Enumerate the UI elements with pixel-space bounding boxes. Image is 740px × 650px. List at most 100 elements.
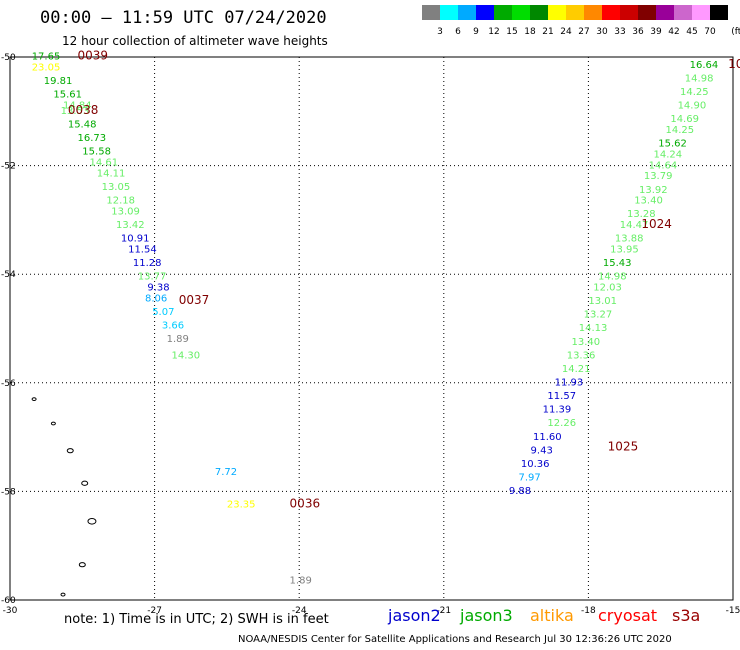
scale-label: 6 (455, 27, 461, 37)
lon-tick-label: -18 (581, 606, 596, 616)
scale-swatch (638, 5, 656, 20)
island-outline (50, 421, 56, 426)
legend-entry-s3a: s3a (672, 606, 701, 625)
scale-label: 27 (578, 27, 590, 37)
scale-label: 36 (632, 27, 644, 37)
wave-height-label: 7.72 (215, 467, 237, 478)
scale-swatch (440, 5, 458, 20)
wave-height-label: 13.42 (116, 220, 145, 231)
wave-height-label: 13.92 (639, 185, 668, 196)
wave-height-label: 17.65 (32, 52, 61, 63)
wave-height-label: 14.13 (579, 323, 608, 334)
wave-height-label: 13.40 (634, 196, 663, 207)
wave-height-label: 14.61 (90, 158, 119, 169)
scale-label: 9 (473, 27, 479, 37)
wave-height-label: 23.05 (32, 63, 61, 74)
scale-label: 3 (437, 27, 443, 37)
footer-credit: NOAA/NESDIS Center for Satellite Applica… (238, 634, 672, 645)
wave-height-label: 5.07 (152, 307, 174, 318)
pass-time-label: 1024 (641, 217, 672, 231)
wave-height-label: 15.48 (68, 120, 97, 131)
wave-height-label: 1.89 (290, 576, 312, 587)
wave-height-label: 14.84 (63, 101, 92, 112)
wave-height-label: 13.36 (567, 350, 596, 361)
scale-label: 42 (668, 27, 680, 37)
wave-height-label: 13.53 (61, 106, 90, 117)
pass-time-label: 0038 (68, 103, 99, 117)
wave-height-label: 11.93 (555, 378, 584, 389)
wave-height-label: 14.11 (97, 168, 126, 179)
scale-swatch (530, 5, 548, 20)
wave-height-label: 13.40 (572, 337, 601, 348)
scale-label: 18 (524, 27, 536, 37)
wave-height-label: 13.88 (615, 234, 644, 245)
lat-tick-label: -58 (1, 487, 16, 497)
scale-label: 30 (596, 27, 608, 37)
lat-tick-label: -54 (1, 270, 16, 280)
wave-height-label: 13.79 (644, 171, 673, 182)
scale-label: 21 (542, 27, 554, 37)
wave-height-label: 11.39 (543, 405, 572, 416)
wave-height-label: 11.57 (547, 391, 576, 402)
wave-height-label: 15.58 (82, 147, 111, 158)
lat-tick-label: -56 (1, 379, 16, 389)
wave-height-label: 11.60 (533, 432, 562, 443)
wave-height-label: 12.18 (106, 196, 135, 207)
scale-label: 33 (614, 27, 626, 37)
scale-swatch (476, 5, 494, 20)
scale-label: 70 (704, 27, 716, 37)
wave-height-label: 19.81 (44, 76, 73, 87)
island-outline (60, 592, 66, 597)
wave-height-label: 23.35 (227, 500, 256, 511)
wave-height-label: 3.66 (162, 321, 184, 332)
wave-height-label: 14.69 (670, 114, 699, 125)
wave-height-label: 15.61 (53, 90, 82, 101)
legend-entry-cryosat: cryosat (598, 606, 658, 625)
wave-height-label: 7.97 (519, 473, 541, 484)
wave-height-label: 15.62 (658, 139, 687, 150)
scale-label: 39 (650, 27, 662, 37)
wave-height-label: 9.43 (531, 445, 553, 456)
scale-swatch (692, 5, 710, 20)
wave-height-label: 15.43 (603, 258, 632, 269)
wave-height-label: 12.03 (593, 282, 622, 293)
wave-height-label: 11.54 (128, 244, 157, 255)
scale-swatch (548, 5, 566, 20)
pass-time-label: 0036 (290, 497, 321, 511)
island-outline (31, 397, 37, 401)
wave-height-label: 16.73 (77, 133, 106, 144)
wave-height-label: 16.64 (690, 60, 719, 71)
wave-height-label: 13.28 (627, 209, 656, 220)
pass-time-label: 102 (728, 57, 740, 71)
pass-time-label: 0039 (77, 49, 108, 63)
scale-label: 45 (686, 27, 698, 37)
wave-height-label: 9.88 (509, 486, 531, 497)
wave-height-label: 14.64 (649, 160, 678, 171)
scale-swatch (710, 5, 728, 20)
wave-height-label: 13.05 (102, 182, 131, 193)
scale-swatch (422, 5, 440, 20)
wave-height-label: 1.89 (167, 334, 189, 345)
wave-height-label: 13.77 (138, 272, 167, 283)
lon-tick-label: -15 (726, 606, 740, 616)
wave-height-label: 13.95 (610, 244, 639, 255)
lon-tick-label: -21 (436, 606, 451, 616)
wave-height-label: 14.47 (620, 220, 649, 231)
lat-tick-label: -60 (1, 596, 16, 606)
scale-swatch (566, 5, 584, 20)
scale-swatch (674, 5, 692, 20)
scale-unit: (ft) (731, 27, 740, 37)
wave-height-label: 13.01 (588, 296, 617, 307)
pass-time-label: 0037 (179, 293, 210, 307)
lat-tick-label: -50 (1, 53, 16, 63)
lon-tick-label: -27 (147, 606, 162, 616)
lon-tick-label: -30 (3, 606, 18, 616)
wave-height-label: 14.21 (562, 364, 591, 375)
wave-height-label: 13.09 (111, 206, 140, 217)
wave-height-label: 13.27 (584, 310, 613, 321)
lon-tick-label: -24 (292, 606, 307, 616)
chart-title: 00:00 – 11:59 UTC 07/24/2020 (40, 8, 327, 28)
wave-height-label: 14.24 (653, 149, 682, 160)
wave-height-label: 14.25 (666, 125, 695, 136)
